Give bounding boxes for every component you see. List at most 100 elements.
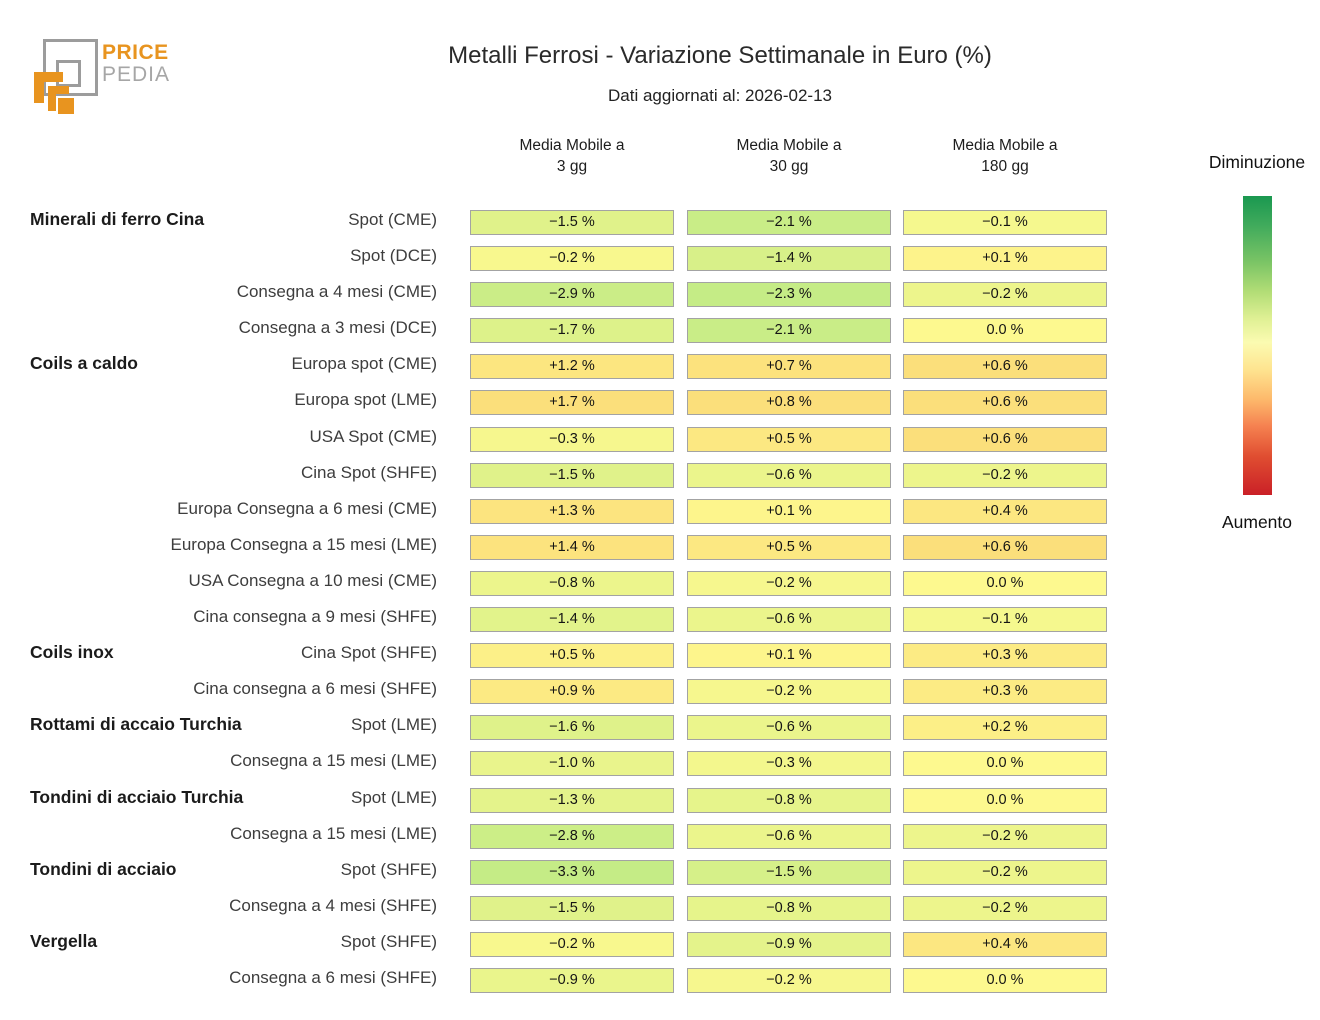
row-series-label: Europa Consegna a 6 mesi (CME) (177, 498, 437, 518)
logo-text-pedia: PEDIA (102, 63, 171, 86)
heatmap-cell: −0.2 % (903, 282, 1107, 308)
row-series-label: Consegna a 15 mesi (LME) (230, 823, 437, 843)
heatmap-row: Europa Consegna a 15 mesi (LME) +1.4 % +0.… (0, 529, 1320, 565)
row-series-label: Spot (SHFE) (340, 931, 437, 951)
heatmap-cell: −1.3 % (470, 787, 674, 813)
row-group-label: Tondini di acciaio Turchia (30, 786, 244, 807)
logo-orange-corner-icon (34, 72, 44, 103)
heatmap-cell: −2.8 % (470, 823, 674, 849)
heatmap-cell: −1.5 % (687, 859, 891, 885)
heatmap-cell: −0.2 % (687, 679, 891, 705)
legend-label-diminuzione: Diminuzione (1208, 152, 1306, 172)
heatmap-body: Minerali di ferro Cina Spot (CME) −1.5 % −2… (0, 204, 1320, 998)
heatmap-cell: +0.6 % (903, 534, 1107, 560)
heatmap-cell: 0.0 % (903, 967, 1107, 993)
chart-subtitle: Dati aggiornati al: 2026-02-13 (608, 86, 832, 105)
heatmap-row: Consegna a 4 mesi (SHFE) −1.5 % −0.8 % −0.2… (0, 890, 1320, 926)
heatmap-cell: −1.7 % (470, 318, 674, 344)
heatmap-row: Europa spot (LME) +1.7 % +0.8 % +0.6 % (0, 384, 1320, 420)
heatmap-cell: −0.8 % (687, 787, 891, 813)
heatmap-row: Coils inox Cina Spot (SHFE) +0.5 % +0.1 % +0… (0, 637, 1320, 673)
row-series-label: Europa spot (CME) (291, 354, 438, 374)
heatmap-cell: −0.2 % (470, 246, 674, 272)
heatmap-row: Tondini di acciaio Spot (SHFE) −3.3 % −1.5 … (0, 854, 1320, 890)
heatmap-cell: −0.6 % (687, 715, 891, 741)
row-series-label: Cina consegna a 6 mesi (SHFE) (193, 679, 437, 699)
heatmap-cell: −0.3 % (687, 751, 891, 777)
heatmap-cell: +0.1 % (687, 643, 891, 669)
row-series-label: Spot (DCE) (350, 246, 437, 266)
row-group-label: Coils a caldo (30, 353, 138, 374)
heatmap-cell: +0.1 % (687, 498, 891, 524)
heatmap-row: Consegna a 6 mesi (SHFE) −0.9 % −0.2 % 0.0 … (0, 962, 1320, 998)
row-series-label: Consegna a 3 mesi (DCE) (238, 318, 437, 338)
heatmap-cell: −0.6 % (687, 462, 891, 488)
heatmap-row: USA Consegna a 10 mesi (CME) −0.8 % −0.2 %… (0, 565, 1320, 601)
heatmap-cell: +0.1 % (903, 246, 1107, 272)
heatmap-cell: +0.3 % (903, 679, 1107, 705)
row-series-label: Spot (CME) (348, 210, 437, 229)
row-series-label: Consegna a 6 mesi (SHFE) (229, 967, 437, 987)
heatmap-cell: +1.7 % (470, 390, 674, 416)
heatmap-cell: −0.2 % (687, 967, 891, 993)
heatmap-cell: +1.3 % (470, 498, 674, 524)
row-series-label: USA Consegna a 10 mesi (CME) (188, 570, 438, 590)
heatmap-row: USA Spot (CME) −0.3 % +0.5 % +0.6 % (0, 421, 1320, 457)
heatmap-cell: −1.0 % (470, 751, 674, 777)
heatmap-cell: +0.5 % (470, 643, 674, 669)
row-series-label: Consegna a 15 mesi (LME) (230, 751, 437, 771)
heatmap-cell: +0.2 % (903, 715, 1107, 741)
heatmap-cell: −2.9 % (470, 282, 674, 308)
heatmap-cell: +0.6 % (903, 426, 1107, 452)
row-series-label: Consegna a 4 mesi (SHFE) (229, 895, 437, 915)
heatmap-cell: 0.0 % (903, 751, 1107, 777)
logo-orange-corner-icon (34, 72, 63, 82)
heatmap-cell: −0.2 % (903, 823, 1107, 849)
column-header-line1: Media Mobile a (736, 137, 842, 154)
heatmap-row: Spot (DCE) −0.2 % −1.4 % +0.1 % (0, 240, 1320, 276)
heatmap-cell: −0.6 % (687, 823, 891, 849)
column-header-line2: 30 gg (769, 158, 809, 175)
chart-title: Metalli Ferrosi - Variazione Settimanale… (448, 42, 992, 69)
legend-colorbar (1243, 196, 1272, 495)
heatmap-row: Consegna a 4 mesi (CME) −2.9 % −2.3 % −0.2 … (0, 276, 1320, 312)
row-series-label: Cina Spot (SHFE) (300, 643, 437, 663)
heatmap-cell: +0.9 % (470, 679, 674, 705)
heatmap-cell: −0.8 % (687, 895, 891, 921)
heatmap-cell: +0.5 % (687, 426, 891, 452)
column-header-line2: 3 gg (556, 158, 588, 175)
heatmap-cell: −0.9 % (687, 931, 891, 957)
row-group-label: Minerali di ferro Cina (30, 209, 205, 229)
heatmap-cell: 0.0 % (903, 318, 1107, 344)
heatmap-cell: −0.2 % (903, 859, 1107, 885)
row-series-label: Cina Spot (SHFE) (300, 462, 437, 482)
heatmap-row: Cina consegna a 6 mesi (SHFE) +0.9 % −0.2 … (0, 673, 1320, 709)
column-header-line1: Media Mobile a (519, 137, 625, 154)
row-series-label: Spot (LME) (351, 715, 437, 735)
logo-orange-corner-icon (48, 86, 69, 94)
heatmap-row: Vergella Spot (SHFE) −0.2 % −0.9 % +0.4 % (0, 926, 1320, 962)
heatmap-cell: +1.4 % (470, 534, 674, 560)
heatmap-cell: −1.4 % (470, 607, 674, 633)
heatmap-cell: −0.2 % (903, 895, 1107, 921)
heatmap-row: Minerali di ferro Cina Spot (CME) −1.5 % −2… (0, 204, 1320, 240)
heatmap-row: Tondini di acciaio Turchia Spot (LME) −1.3… (0, 782, 1320, 818)
heatmap-cell: −0.2 % (470, 931, 674, 957)
heatmap-row: Consegna a 15 mesi (LME) −2.8 % −0.6 % −0.2… (0, 818, 1320, 854)
column-header-30gg: Media Mobile a 30 gg (687, 135, 891, 177)
row-series-label: Cina consegna a 9 mesi (SHFE) (193, 607, 437, 627)
heatmap-cell: +0.3 % (903, 643, 1107, 669)
heatmap-cell: −1.5 % (470, 895, 674, 921)
column-header-180gg: Media Mobile a 180 gg (903, 135, 1107, 177)
legend-label-aumento: Aumento (1221, 512, 1293, 532)
heatmap-cell: −0.9 % (470, 967, 674, 993)
heatmap-cell: +1.2 % (470, 354, 674, 380)
heatmap-cell: −1.5 % (470, 462, 674, 488)
row-series-label: Spot (LME) (351, 787, 437, 807)
heatmap-row: Europa Consegna a 6 mesi (CME) +1.3 % +0.1… (0, 493, 1320, 529)
heatmap-cell: −2.1 % (687, 318, 891, 344)
heatmap-row: Cina Spot (SHFE) −1.5 % −0.6 % −0.2 % (0, 457, 1320, 493)
row-group-label: Vergella (30, 930, 98, 951)
heatmap-cell: +0.5 % (687, 534, 891, 560)
